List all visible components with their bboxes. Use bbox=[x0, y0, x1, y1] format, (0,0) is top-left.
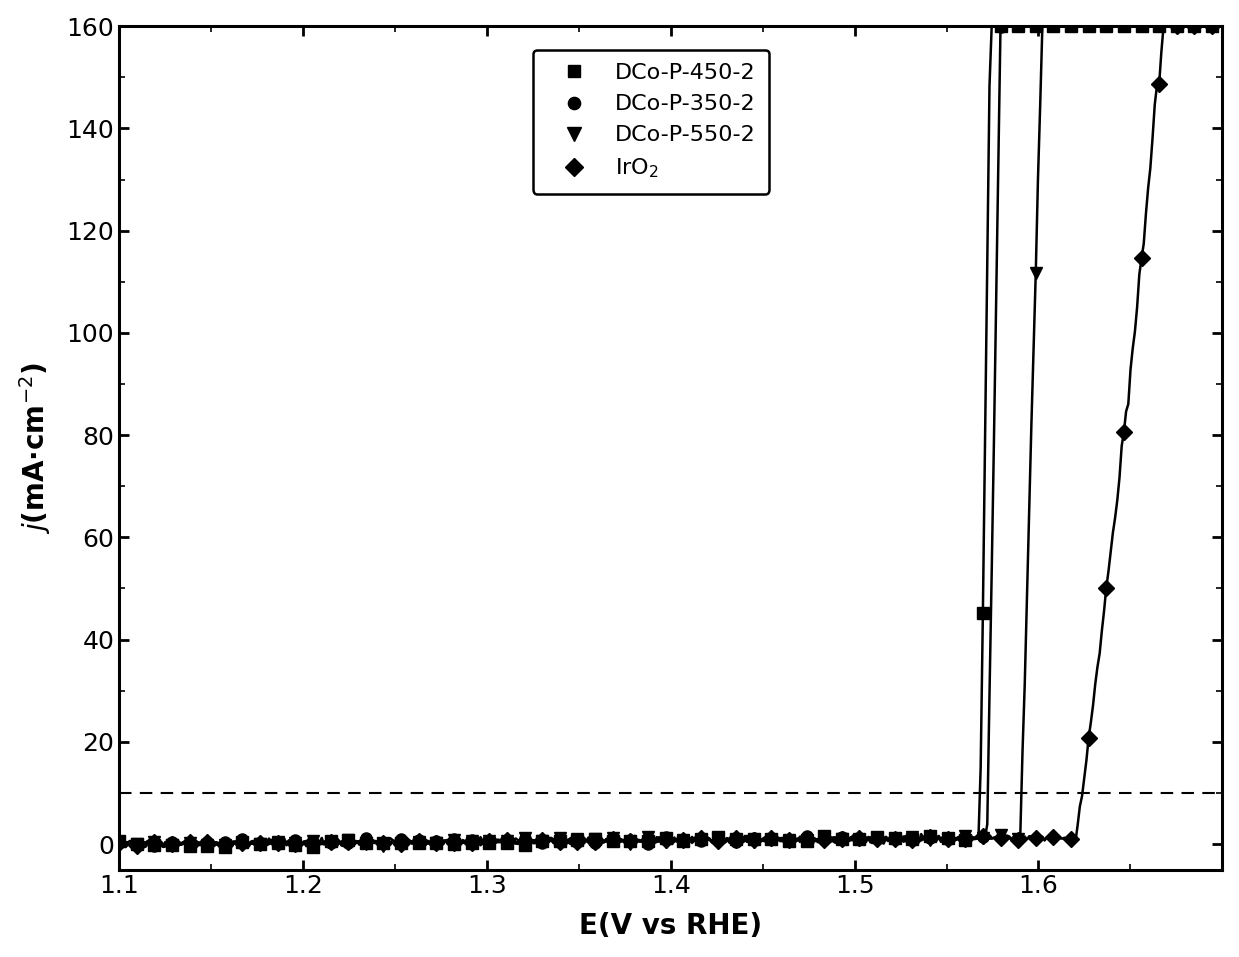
X-axis label: E(V vs RHE): E(V vs RHE) bbox=[579, 912, 762, 941]
DCo-P-350-2 bbox=[429, 835, 444, 847]
DCo-P-350-2 bbox=[147, 840, 162, 852]
DCo-P-550-2 bbox=[1046, 20, 1061, 32]
DCo-P-550-2 bbox=[1204, 20, 1219, 32]
DCo-P-350-2 bbox=[1204, 20, 1219, 32]
Line: DCo-P-350-2: DCo-P-350-2 bbox=[114, 21, 1218, 851]
DCo-P-550-2 bbox=[429, 837, 444, 849]
DCo-P-350-2 bbox=[887, 834, 902, 845]
DCo-P-350-2 bbox=[641, 838, 655, 850]
IrO$_2$ bbox=[641, 835, 655, 846]
DCo-P-350-2 bbox=[1187, 20, 1202, 32]
IrO$_2$ bbox=[1170, 20, 1184, 32]
DCo-P-350-2 bbox=[1011, 20, 1026, 32]
DCo-P-450-2 bbox=[429, 837, 444, 849]
DCo-P-550-2 bbox=[112, 837, 126, 849]
DCo-P-550-2 bbox=[377, 840, 392, 852]
Y-axis label: $j$(mA·cm$^{-2}$): $j$(mA·cm$^{-2}$) bbox=[16, 362, 52, 534]
Legend: DCo-P-450-2, DCo-P-350-2, DCo-P-550-2, IrO$_2$: DCo-P-450-2, DCo-P-350-2, DCo-P-550-2, I… bbox=[533, 50, 769, 193]
DCo-P-450-2 bbox=[675, 835, 690, 847]
DCo-P-550-2 bbox=[675, 835, 690, 846]
DCo-P-450-2 bbox=[1187, 20, 1202, 32]
DCo-P-450-2 bbox=[465, 837, 479, 849]
Line: DCo-P-450-2: DCo-P-450-2 bbox=[114, 21, 1218, 853]
DCo-P-450-2 bbox=[306, 842, 321, 854]
DCo-P-450-2 bbox=[112, 835, 126, 847]
IrO$_2$ bbox=[129, 840, 144, 852]
Line: IrO$_2$: IrO$_2$ bbox=[114, 21, 1218, 851]
DCo-P-550-2 bbox=[1187, 20, 1202, 32]
IrO$_2$ bbox=[1204, 20, 1219, 32]
IrO$_2$ bbox=[112, 837, 126, 849]
DCo-P-450-2 bbox=[887, 833, 902, 844]
DCo-P-550-2 bbox=[887, 835, 902, 846]
DCo-P-550-2 bbox=[465, 835, 479, 847]
DCo-P-350-2 bbox=[112, 836, 126, 848]
Line: DCo-P-550-2: DCo-P-550-2 bbox=[113, 20, 1218, 852]
IrO$_2$ bbox=[1187, 20, 1202, 32]
IrO$_2$ bbox=[887, 833, 902, 844]
DCo-P-450-2 bbox=[994, 20, 1009, 32]
DCo-P-450-2 bbox=[1204, 20, 1219, 32]
IrO$_2$ bbox=[465, 836, 479, 848]
IrO$_2$ bbox=[429, 836, 444, 848]
DCo-P-350-2 bbox=[465, 834, 479, 845]
IrO$_2$ bbox=[675, 835, 690, 846]
DCo-P-450-2 bbox=[641, 835, 655, 846]
DCo-P-350-2 bbox=[675, 835, 690, 847]
DCo-P-550-2 bbox=[641, 832, 655, 843]
